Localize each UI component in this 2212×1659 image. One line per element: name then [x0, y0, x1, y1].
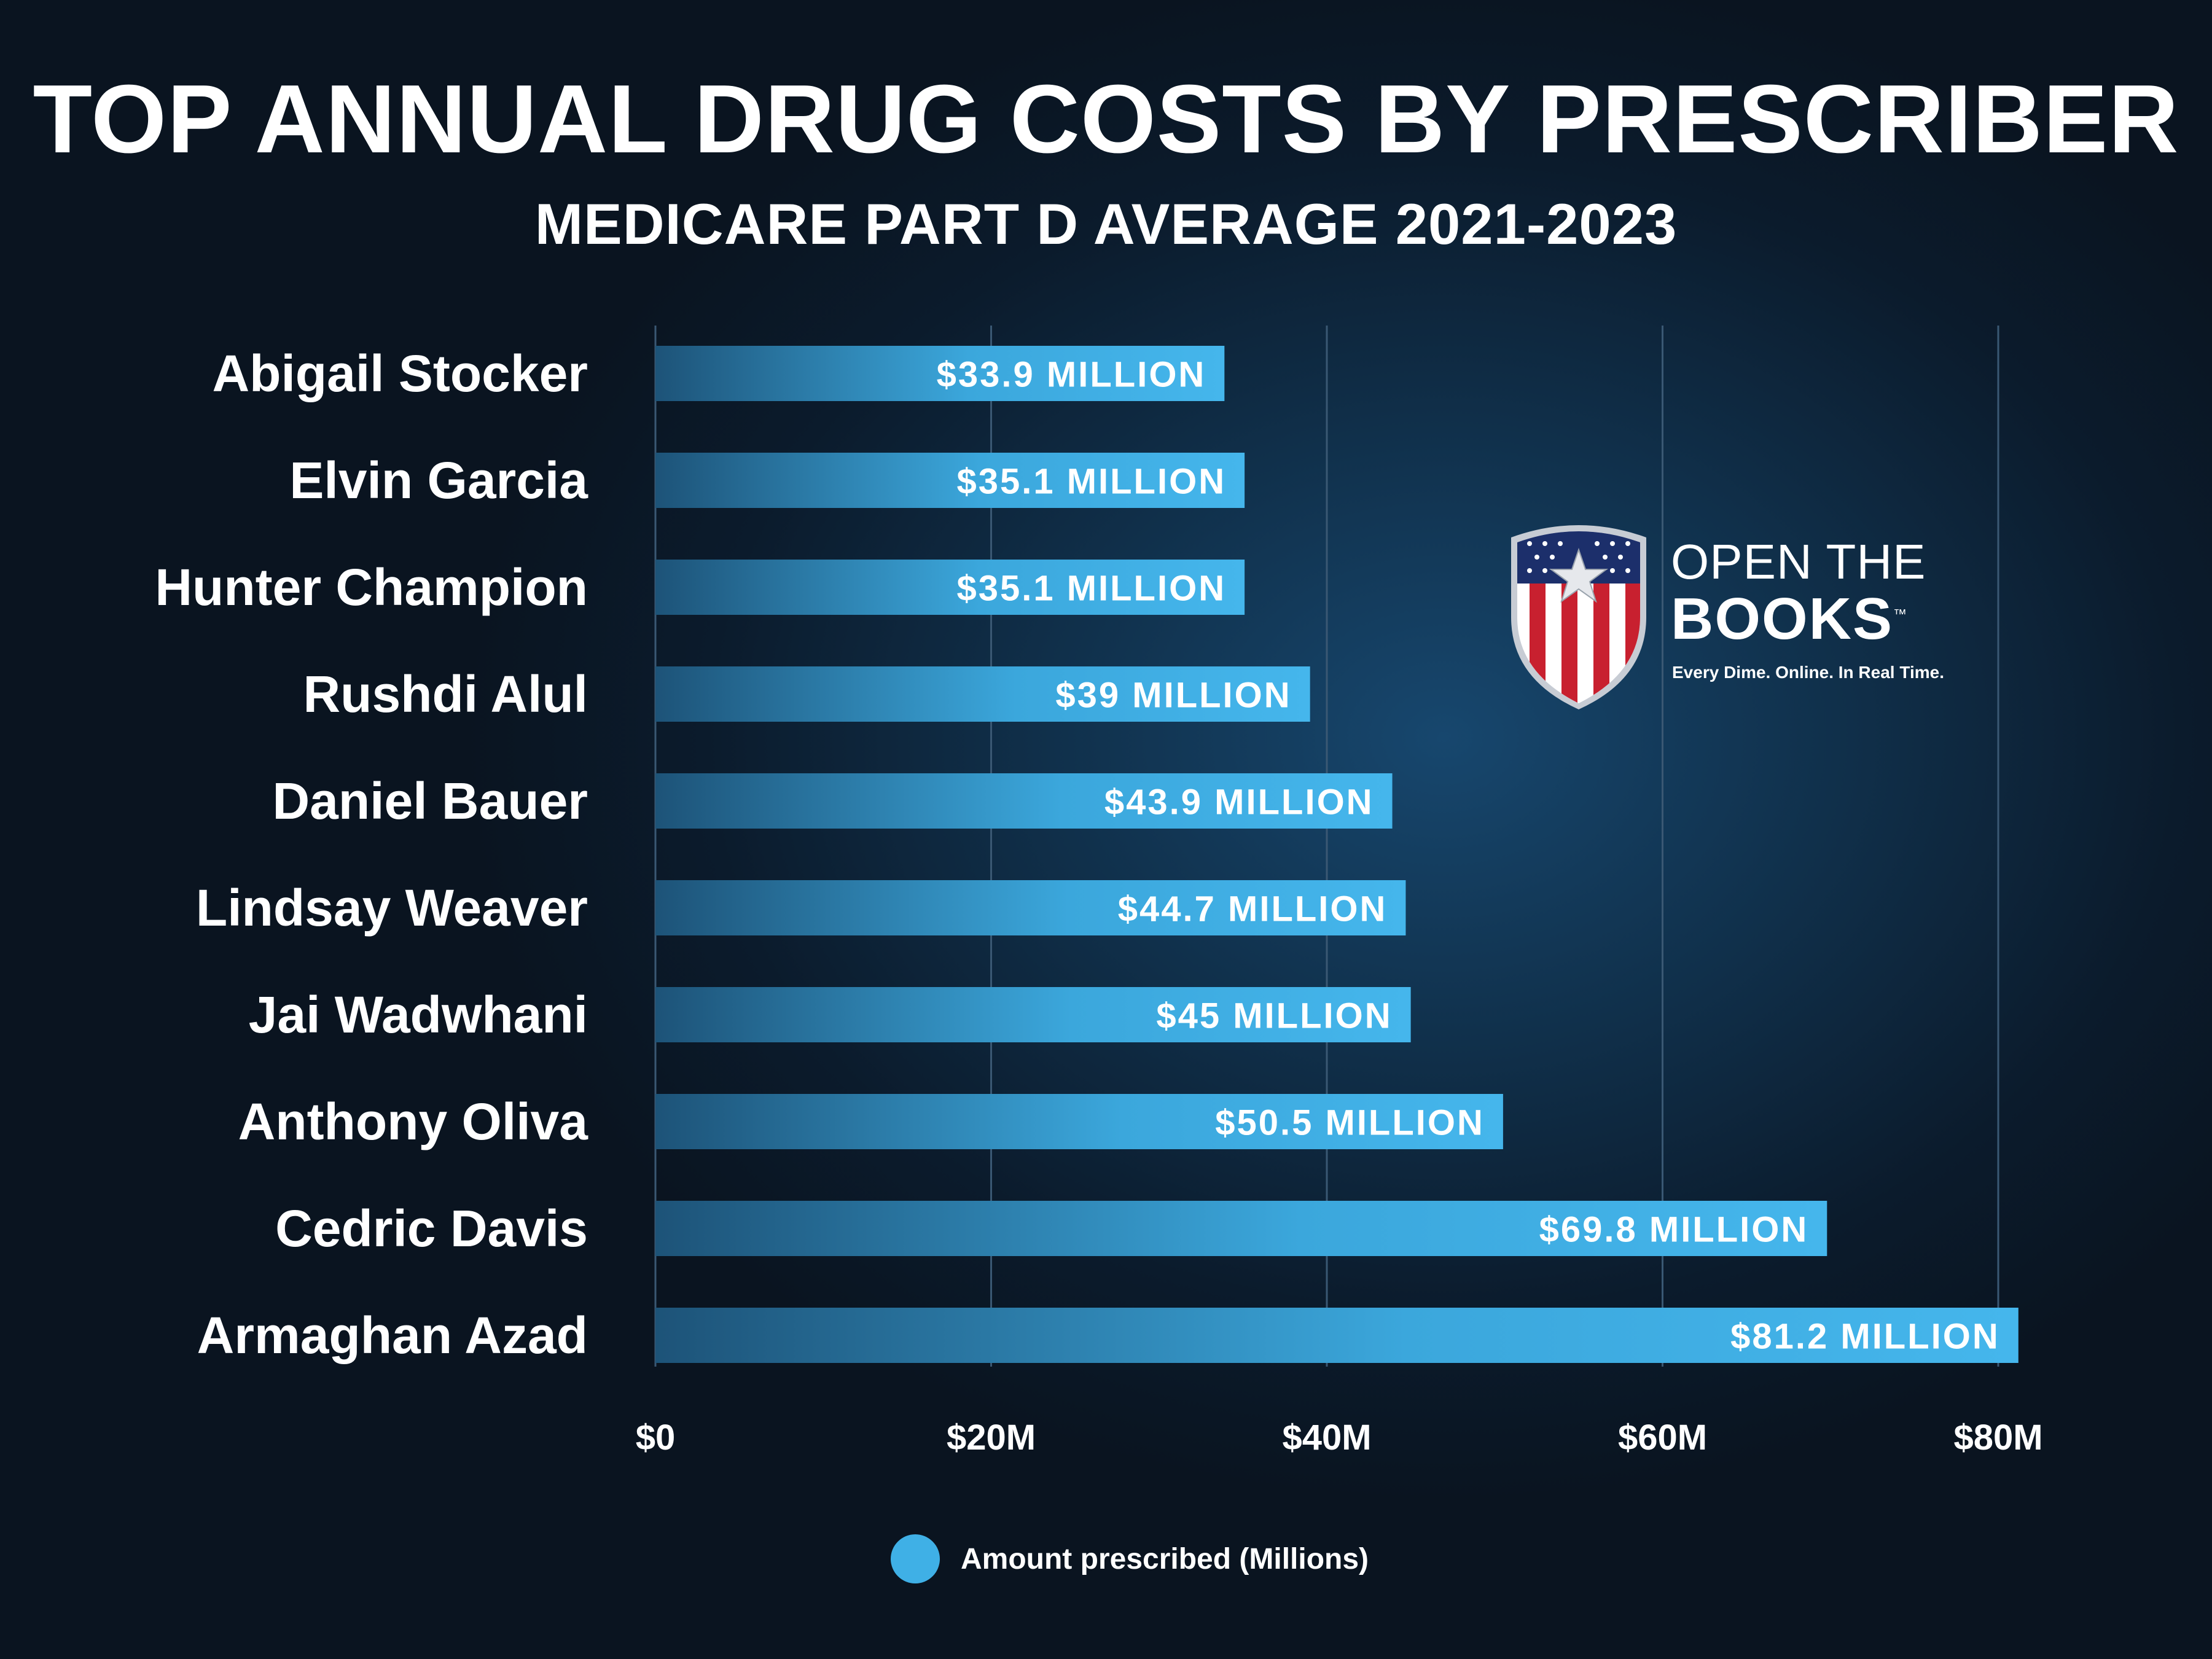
- bar: [655, 666, 1310, 722]
- x-tick-label: $80M: [1953, 1418, 2042, 1458]
- bar-value-label: $35.1 MILLION: [956, 569, 1226, 609]
- bar-value-label: $45 MILLION: [1156, 996, 1392, 1036]
- category-label: Daniel Bauer: [272, 772, 588, 830]
- logo-tagline: Every Dime. Online. In Real Time.: [1672, 663, 1944, 682]
- open-the-books-logo: OPEN THE BOOKS™ Every Dime. Online. In R…: [1505, 525, 1947, 716]
- category-label: Anthony Oliva: [238, 1093, 589, 1150]
- bar: [655, 1308, 2019, 1363]
- bar: [655, 560, 1245, 615]
- category-label: Jai Wadwhani: [249, 986, 588, 1044]
- shield-flag-icon: [1511, 525, 1646, 709]
- x-axis-ticks: $0 $20M $40M $60M $80M: [636, 1418, 2043, 1458]
- bar: [655, 1201, 1827, 1256]
- category-label: Elvin Garcia: [289, 451, 588, 509]
- bars: Abigail Stocker $33.9 MILLION Elvin Garcia…: [155, 345, 2019, 1364]
- x-tick-label: $60M: [1618, 1418, 1707, 1458]
- bar-value-label: $39 MILLION: [1055, 676, 1291, 716]
- bar: [655, 346, 1225, 401]
- legend-swatch: [891, 1534, 940, 1583]
- bar-value-label: $50.5 MILLION: [1215, 1103, 1485, 1143]
- chart-subtitle: MEDICARE PART D AVERAGE 2021-2023: [534, 192, 1678, 256]
- bar-value-label: $35.1 MILLION: [956, 462, 1226, 502]
- logo-trademark: ™: [1893, 606, 1909, 622]
- x-tick-label: $0: [636, 1418, 676, 1458]
- category-label: Rushdi Alul: [303, 665, 588, 723]
- bar: [655, 453, 1245, 508]
- category-label: Cedric Davis: [275, 1200, 588, 1257]
- x-tick-label: $20M: [947, 1418, 1036, 1458]
- chart-title: TOP ANNUAL DRUG COSTS BY PRESCRIBER: [33, 65, 2179, 173]
- logo-line-1: OPEN THE: [1671, 534, 1926, 589]
- chart-legend: Amount prescribed (Millions): [891, 1534, 1369, 1583]
- category-label: Hunter Champion: [155, 558, 588, 616]
- logo-line-2: BOOKS™: [1671, 590, 1908, 649]
- bar-value-label: $43.9 MILLION: [1104, 783, 1374, 822]
- category-label: Lindsay Weaver: [196, 879, 588, 937]
- bar: [655, 773, 1393, 829]
- bar-value-label: $33.9 MILLION: [937, 355, 1206, 395]
- x-tick-label: $40M: [1282, 1418, 1371, 1458]
- bar-value-label: $44.7 MILLION: [1118, 889, 1388, 929]
- category-label: Armaghan Azad: [197, 1306, 588, 1364]
- legend-label: Amount prescribed (Millions): [961, 1542, 1369, 1575]
- category-label: Abigail Stocker: [212, 345, 588, 402]
- logo-books-text: BOOKS: [1671, 586, 1894, 652]
- bar: [655, 880, 1406, 935]
- bar-value-label: $81.2 MILLION: [1730, 1317, 2000, 1357]
- bar: [655, 987, 1411, 1042]
- bar: [655, 1094, 1503, 1149]
- bar-value-label: $69.8 MILLION: [1539, 1210, 1809, 1250]
